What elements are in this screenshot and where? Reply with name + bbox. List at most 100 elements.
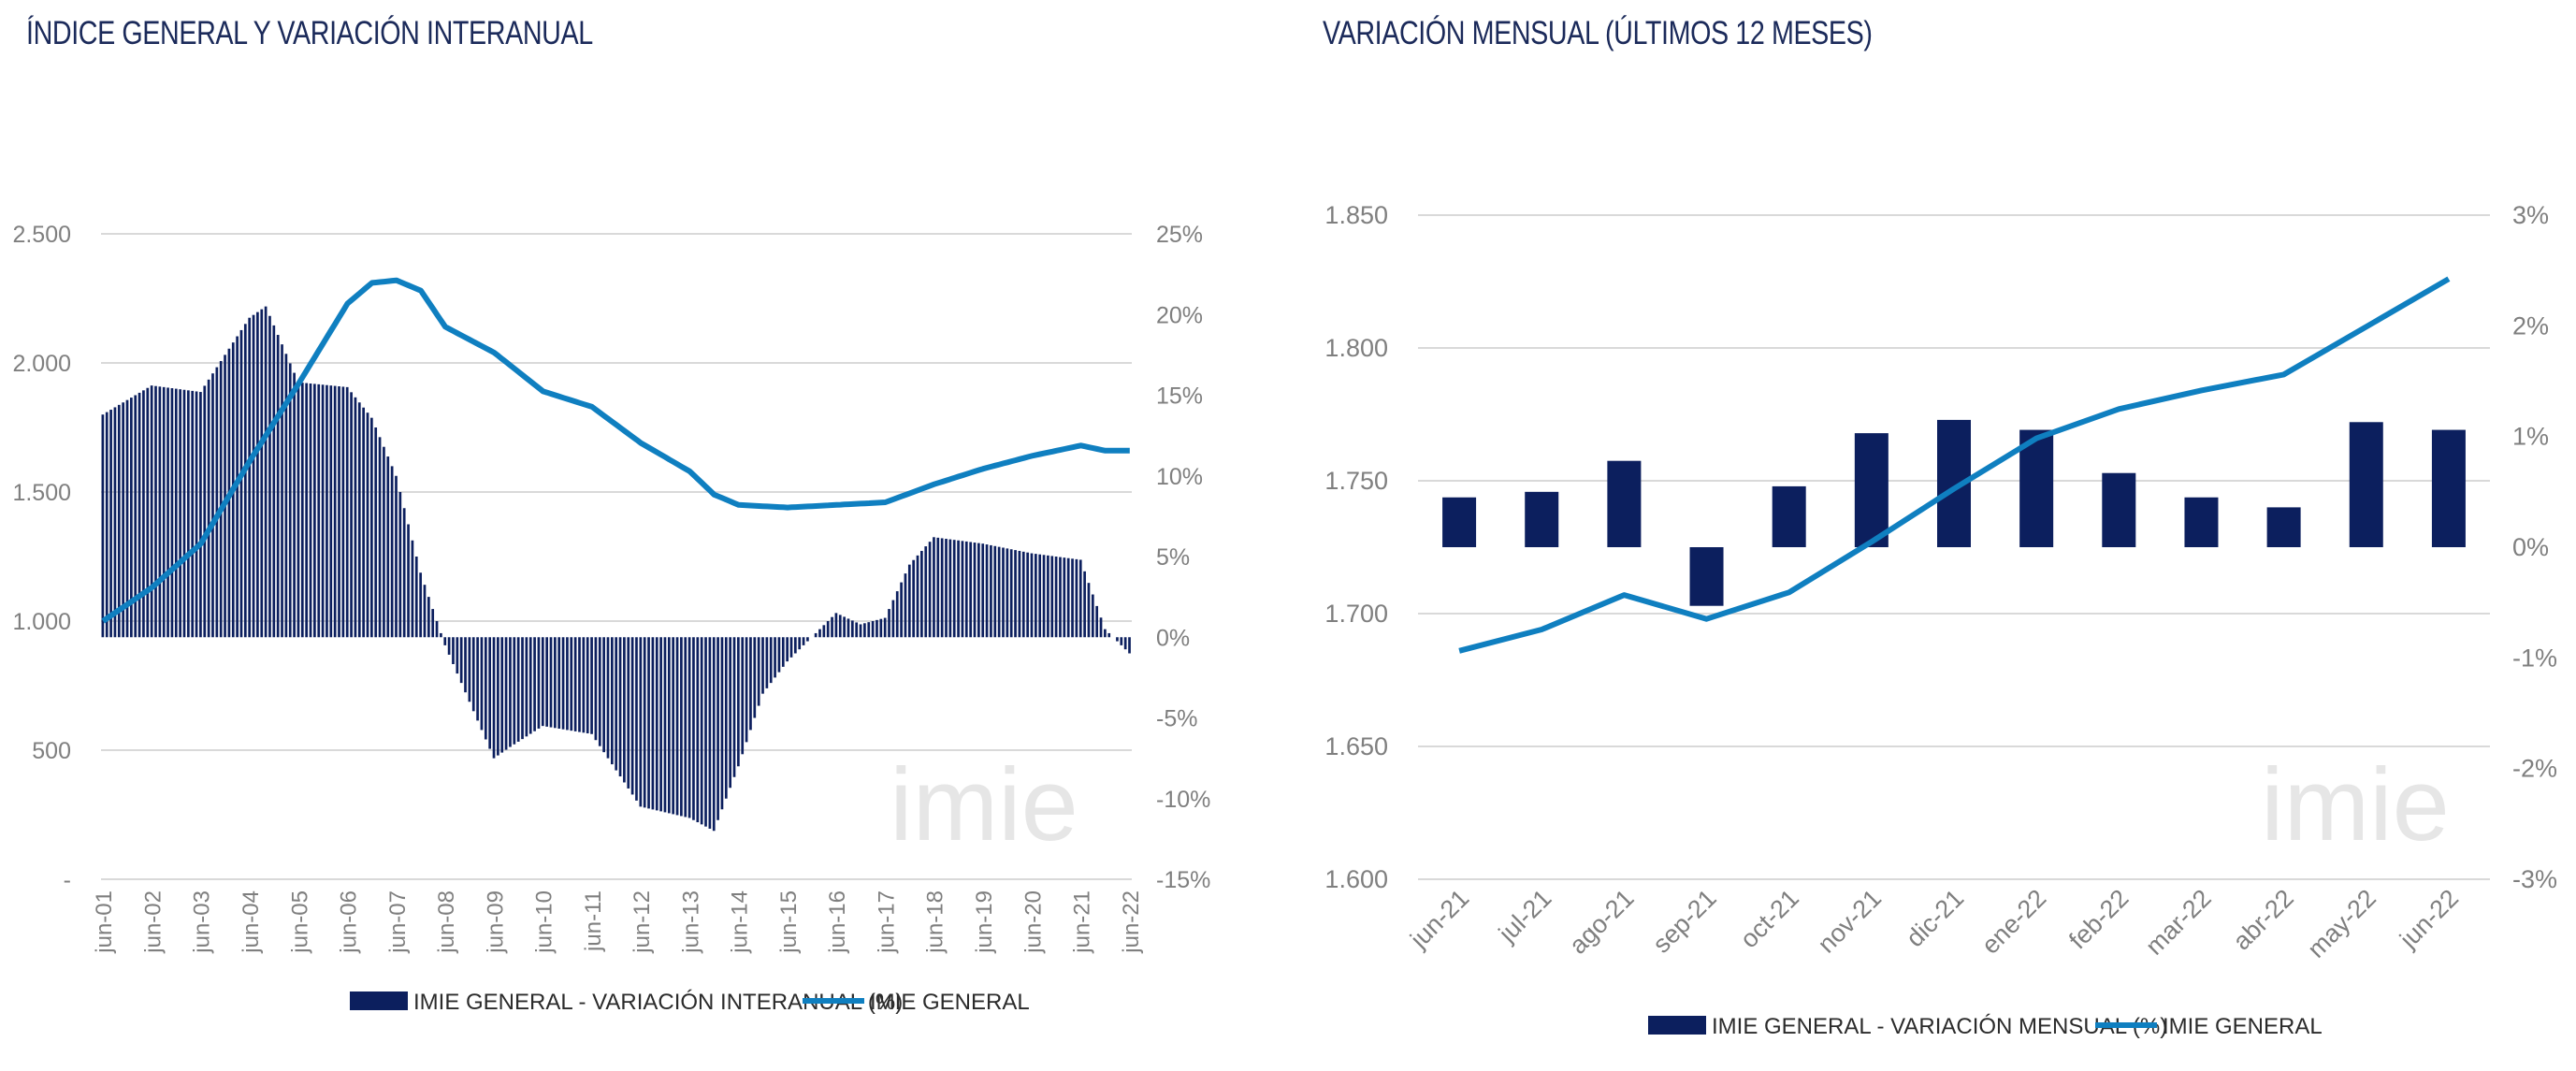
chart1-bar [300, 383, 304, 638]
chart1-bar [284, 354, 288, 638]
chart1-bar [313, 384, 316, 638]
chart2-watermark: imie [2261, 747, 2450, 862]
chart1-bar [895, 591, 899, 638]
chart1-bar [1120, 637, 1123, 645]
chart1-bar [1059, 557, 1062, 638]
chart1-bar [1063, 557, 1066, 638]
chart1-bar [158, 386, 162, 638]
chart1-bar [952, 540, 956, 638]
chart1-y-right-tick: -5% [1156, 706, 1197, 732]
chart1-legend-line-label: IMIE GENERAL [870, 990, 1030, 1015]
chart1-bar [268, 315, 271, 638]
chart1-bar [566, 637, 569, 731]
chart1-bar [936, 537, 940, 638]
chart1-bar [985, 544, 989, 638]
chart1-y-right-tick: -10% [1156, 787, 1210, 813]
chart1-bar [847, 618, 850, 638]
chart1-y-left-tick: 2.500 [12, 222, 71, 248]
chart1-bar [207, 379, 210, 638]
chart1-bar [933, 537, 935, 638]
chart1-bar [802, 637, 805, 645]
chart1-bar [239, 329, 243, 638]
chart1-bar [920, 550, 923, 638]
chart1-bar [471, 637, 475, 712]
chart1-bar [423, 585, 427, 638]
chart1-bar [961, 541, 964, 638]
chart1-bar [122, 402, 125, 638]
chart1-bar [554, 637, 557, 729]
chart2-x-tick: sep-21 [1647, 884, 1722, 959]
chart1-y-left-tick: 1.500 [12, 480, 71, 506]
chart1-bar [256, 311, 259, 638]
chart1-bar [789, 637, 793, 658]
chart1-bar [704, 637, 707, 827]
chart1-bar [578, 637, 581, 732]
chart1-bar [456, 637, 459, 674]
chart1-bar [509, 637, 512, 747]
chart1-bar [447, 637, 451, 655]
chart1-bar [243, 324, 247, 638]
chart1-bar [561, 637, 565, 730]
chart1-bar [1047, 555, 1049, 638]
chart1-x-tick: jun-03 [190, 890, 215, 954]
chart1-bar [431, 609, 435, 638]
chart1-bar [317, 384, 321, 638]
chart1-x-tick: jun-12 [630, 890, 655, 954]
chart1-bar [1050, 556, 1054, 638]
chart1-bar [407, 524, 410, 638]
chart1-bar [281, 344, 283, 638]
chart1-bar [497, 637, 499, 756]
chart1-bar [573, 637, 577, 731]
chart1-bar [1071, 558, 1074, 638]
chart1-bar [651, 637, 655, 810]
chart1-bar [186, 390, 190, 638]
chart1-bar [732, 637, 736, 777]
chart1-y-left-tick: 2.000 [12, 351, 71, 377]
chart1-bar [1006, 548, 1009, 638]
chart1-bar [134, 395, 137, 638]
chart1-bar [712, 637, 716, 832]
chart1-bar [252, 314, 255, 638]
chart2-y-right-tick: -2% [2512, 755, 2557, 783]
chart1-x-tick: jun-21 [1070, 890, 1095, 954]
chart1-bar [1123, 637, 1127, 650]
chart2-y-left-tick: 1.650 [1324, 732, 1388, 760]
chart2-y-left-tick: 1.700 [1324, 600, 1388, 628]
chart1-y-right-tick: 0% [1156, 625, 1190, 651]
chart1-bar [997, 546, 1001, 638]
chart2-bar [2266, 507, 2301, 547]
chart1-bar [814, 632, 818, 638]
chart1-bar [468, 637, 471, 702]
chart1-bar [883, 617, 887, 638]
chart1-bar [687, 637, 691, 818]
chart1-y-right-tick: 5% [1156, 544, 1190, 571]
chart1-bar [329, 385, 333, 638]
chart1-bar [504, 637, 508, 750]
chart1-y-left-tick: 500 [32, 738, 71, 764]
chart1-x-tick: jun-08 [434, 890, 459, 954]
chart2-legend-bar-label: IMIE GENERAL - VARIACIÓN MENSUAL (%) [1712, 1014, 2167, 1039]
chart1-bar [907, 564, 911, 638]
chart1-bar [630, 637, 634, 795]
chart1-bar [570, 637, 573, 731]
chart1-y-right-tick: 20% [1156, 302, 1203, 328]
chart1-bar [826, 621, 830, 638]
chart1-bar [904, 573, 907, 638]
chart1-bar [125, 399, 129, 638]
chart2-y-left-tick: 1.750 [1324, 467, 1388, 495]
chart1-bar [459, 637, 463, 684]
chart2-bar [1772, 485, 1806, 547]
chart2-x-tick: nov-21 [1812, 884, 1887, 959]
chart1-bar [224, 355, 226, 638]
chart1-bar [488, 637, 492, 749]
chart1-bar [606, 637, 610, 759]
chart1-bar [831, 616, 833, 638]
chart1-bar [1038, 554, 1042, 638]
chart1-bar [1099, 617, 1103, 638]
chart2-bar [2349, 422, 2383, 547]
chart1-bar [521, 637, 524, 740]
chart1-x-tick: jun-16 [825, 890, 850, 954]
chart1-bar [480, 637, 484, 731]
chart1-x-tick: jun-04 [239, 890, 264, 954]
chart1-title: ÍNDICE GENERAL Y VARIACIÓN INTERANUAL [26, 15, 593, 51]
